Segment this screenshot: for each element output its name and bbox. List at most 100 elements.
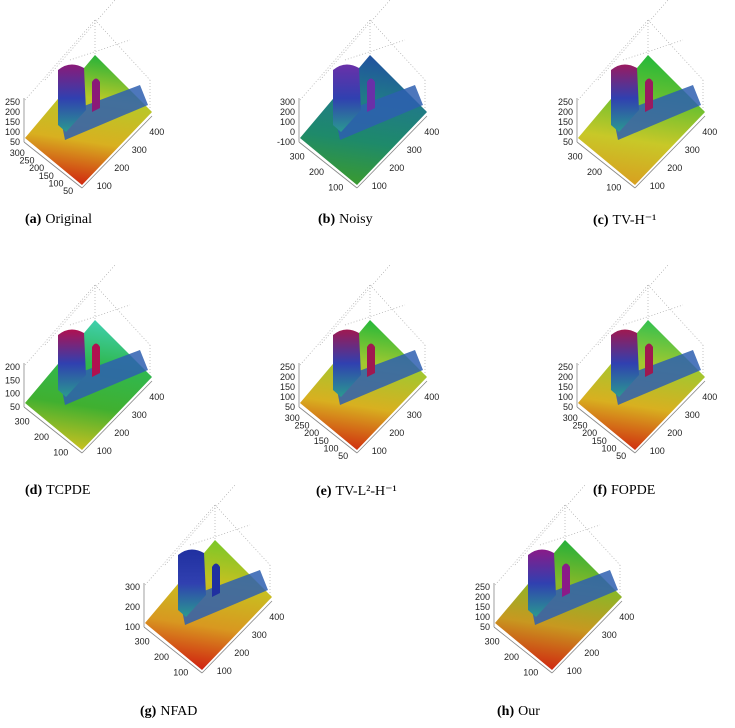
- surface-ridge: [613, 350, 701, 405]
- surface-peak-secondary: [562, 563, 570, 597]
- y-tick-label: 100: [323, 444, 338, 454]
- x-tick-label: 100: [650, 181, 665, 191]
- caption-label: (a): [25, 212, 42, 227]
- x-tick-label: 300: [602, 630, 617, 640]
- y-tick-label: 100: [523, 667, 538, 677]
- surface-ridge: [180, 570, 268, 625]
- surface-peak-secondary: [92, 343, 100, 377]
- y-tick-label: 100: [53, 447, 68, 457]
- x-tick-label: 100: [97, 181, 112, 191]
- y-tick-label: 300: [135, 637, 150, 647]
- x-tick-label: 400: [269, 612, 284, 622]
- x-tick-label: 100: [650, 446, 665, 456]
- x-tick-label: 300: [685, 410, 700, 420]
- caption-text: FOPDE: [611, 483, 656, 498]
- caption-text: TV-H⁻¹: [612, 213, 657, 228]
- caption-text: TV-L²-H⁻¹: [335, 484, 397, 499]
- x-tick-label: 200: [667, 428, 682, 438]
- y-tick-label: 300: [563, 413, 578, 423]
- x-axis: [81, 380, 153, 454]
- x-tick-label: 100: [567, 666, 582, 676]
- z-tick-label: 150: [5, 117, 20, 127]
- x-tick-label: 300: [685, 145, 700, 155]
- y-tick-label: 200: [29, 163, 44, 173]
- surface-peak-secondary: [645, 78, 653, 112]
- x-axis: [81, 115, 153, 189]
- y-tick-label: 100: [48, 179, 63, 189]
- surface-plot-h: 250 200 150 100 50 300 200 100 400 300 200 100: [470, 484, 650, 677]
- x-tick-label: 100: [217, 666, 232, 676]
- caption-text: TCPDE: [46, 483, 91, 498]
- z-tick-label: 50: [563, 137, 573, 147]
- x-axis: [634, 380, 706, 454]
- x-tick-label: 400: [149, 392, 164, 402]
- x-tick-label: 100: [97, 446, 112, 456]
- y-axis: [576, 141, 636, 189]
- surface-peak-secondary: [367, 343, 375, 377]
- y-axis: [23, 141, 83, 189]
- z-tick-label: 0: [290, 127, 295, 137]
- z-tick-label: 100: [558, 392, 573, 402]
- x-axis: [356, 380, 428, 454]
- z-tick-label: 200: [558, 107, 573, 117]
- y-tick-label: 200: [34, 432, 49, 442]
- surface-ridge: [530, 570, 618, 625]
- x-axis: [634, 115, 706, 189]
- caption-label: (c): [593, 213, 609, 228]
- z-tick-label: 100: [5, 389, 20, 399]
- z-tick-label: 100: [475, 612, 490, 622]
- surface-peak: [611, 329, 639, 397]
- x-tick-label: 200: [389, 428, 404, 438]
- surface-plot-a: 250 200 150 100 50 300 250 200 150 100 50 400 300 200…: [0, 0, 180, 196]
- caption-text: Original: [45, 212, 92, 227]
- subfigure-caption: (c) TV-H⁻¹: [593, 212, 656, 229]
- y-tick-label: 250: [294, 421, 309, 431]
- y-tick-label: 300: [10, 148, 25, 158]
- caption-text: Noisy: [339, 212, 373, 227]
- z-tick-label: 250: [5, 97, 20, 107]
- x-axis: [356, 115, 428, 189]
- z-tick-label: 250: [558, 362, 573, 372]
- surface-peak: [58, 64, 86, 132]
- y-tick-label: 200: [504, 652, 519, 662]
- z-tick-label: 50: [563, 402, 573, 412]
- x-tick-label: 400: [424, 127, 439, 137]
- z-tick-label: 200: [475, 592, 490, 602]
- surface-peak: [333, 64, 361, 132]
- x-tick-label: 400: [149, 127, 164, 137]
- surface-peak: [333, 329, 361, 397]
- z-tick-label: 100: [5, 127, 20, 137]
- x-tick-label: 200: [584, 648, 599, 658]
- z-tick-label: 150: [280, 382, 295, 392]
- y-axis: [298, 406, 358, 454]
- x-tick-label: 300: [407, 145, 422, 155]
- y-tick-label: 200: [582, 428, 597, 438]
- x-tick-label: 200: [389, 163, 404, 173]
- y-axis: [23, 406, 83, 454]
- y-tick-label: 50: [63, 186, 73, 196]
- surface-plot-c: 250 200 150 100 50 300 200 100 400 300 200 100: [553, 0, 733, 192]
- y-tick-label: 300: [568, 152, 583, 162]
- y-axis: [298, 141, 358, 189]
- y-tick-label: 200: [154, 652, 169, 662]
- y-tick-label: 300: [285, 413, 300, 423]
- y-axis: [143, 626, 203, 674]
- y-tick-label: 150: [592, 436, 607, 446]
- y-tick-label: 50: [338, 451, 348, 461]
- x-tick-label: 200: [234, 648, 249, 658]
- z-tick-label: 200: [5, 107, 20, 117]
- y-tick-label: 100: [601, 444, 616, 454]
- x-tick-label: 200: [114, 428, 129, 438]
- surface-peak: [58, 329, 86, 397]
- subfigure-caption: (f) FOPDE: [593, 483, 655, 499]
- y-tick-label: 300: [485, 637, 500, 647]
- z-tick-label: 300: [280, 97, 295, 107]
- x-axis: [201, 600, 273, 674]
- x-axis: [551, 600, 623, 674]
- y-tick-label: 200: [309, 167, 324, 177]
- caption-label: (e): [316, 484, 332, 499]
- surface-ridge: [60, 350, 148, 405]
- y-tick-label: 200: [304, 428, 319, 438]
- surface-peak: [611, 64, 639, 132]
